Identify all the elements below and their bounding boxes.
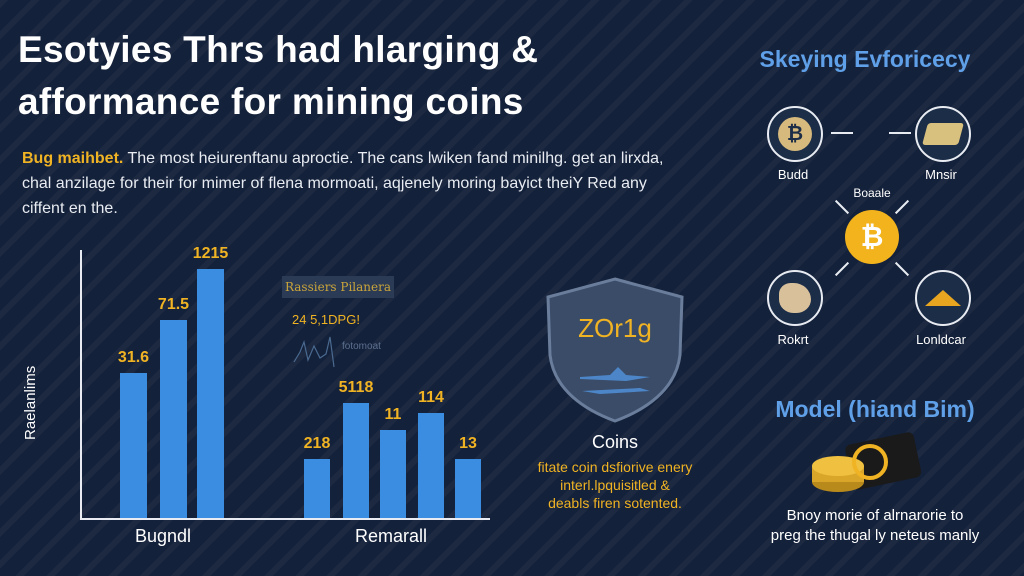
shield-icon: [546, 277, 684, 423]
title-line-1: Esotyies Thrs had hlarging &: [18, 29, 539, 70]
node-label: Rokrt: [777, 332, 809, 347]
x-category-right: Remarall: [355, 526, 428, 546]
bar: [380, 429, 406, 518]
bar-value-label: 114: [418, 389, 444, 407]
intro-paragraph: Bug maihbet. The most heiurenftanu aproc…: [22, 146, 682, 221]
x-axis-line-right: [262, 518, 490, 520]
model-description: Bnoy morie of alrnarorie to preg the thu…: [735, 506, 1015, 546]
connector-line: [834, 261, 850, 277]
bar: [343, 402, 369, 518]
bar: [304, 459, 330, 518]
bar-value-label: 13: [459, 435, 477, 453]
coins-title: Coins: [591, 432, 639, 452]
coins-desc-line: deabls firen sotented.: [548, 495, 682, 511]
y-axis-line: [80, 250, 82, 520]
connector-line: [889, 132, 911, 134]
intro-highlight: Bug maihbet.: [22, 150, 124, 167]
bitcoin-coin-icon: ₿: [767, 106, 823, 162]
connector-line: [831, 132, 853, 134]
mountain-icon: [915, 270, 971, 326]
model-title: Model (hiand Bim): [775, 396, 975, 422]
coins-desc-line: interl.lpquisitled &: [560, 477, 670, 493]
coins-wallet-icon: [812, 432, 922, 492]
node-label: Mnsir: [925, 167, 957, 182]
mini-note: fotomoat: [342, 341, 381, 352]
bar-value-label: 11: [384, 405, 402, 423]
mini-value: 24 5,1DPG!: [292, 312, 360, 327]
node-label: Lonldcar: [916, 332, 966, 347]
bar-value-label: 31.6: [117, 349, 150, 367]
bar-value-label: 218: [303, 435, 331, 453]
bar-value-label: 71.5: [157, 295, 190, 313]
bar: [160, 319, 187, 518]
bar: [418, 413, 444, 518]
x-category-left: Bugndl: [135, 526, 192, 546]
connector-line: [894, 199, 910, 215]
diagram-title: Skeying Evforicecy: [759, 46, 971, 72]
x-axis-line-left: [80, 518, 265, 520]
gold-bar-icon: [915, 106, 971, 162]
page-title: Esotyies Thrs had hlarging & afformance …: [18, 24, 538, 128]
bar: [120, 373, 147, 518]
coins-desc-line: fitate coin dsfiorive enery: [537, 459, 693, 475]
bar-value-label: 1215: [192, 244, 229, 262]
ore-icon: [767, 270, 823, 326]
connector-line: [894, 261, 910, 277]
bar-value-label: 5118: [338, 378, 374, 396]
bitcoin-icon: ₿: [845, 210, 899, 264]
connector-line: [834, 199, 850, 215]
model-desc-line: preg the thugal ly neteus manly: [770, 527, 980, 544]
y-axis-label: Raelanlims: [22, 365, 39, 440]
coins-description: fitate coin dsfiorive enery interl.lpqui…: [505, 458, 725, 512]
chart-legend: Rassiers Pilanera: [282, 276, 394, 298]
title-line-2: afformance for mining coins: [18, 81, 524, 122]
bar: [455, 459, 481, 518]
shield-text: ZOr1g: [578, 313, 652, 343]
intro-text: The most heiurenftanu aproctie. The cans…: [22, 150, 664, 217]
mini-sparkline: [293, 336, 335, 368]
center-label: Boaale: [853, 186, 891, 200]
node-label: Budd: [777, 167, 809, 182]
model-desc-line: Bnoy morie of alrnarorie to: [786, 507, 964, 524]
bar: [197, 268, 224, 518]
